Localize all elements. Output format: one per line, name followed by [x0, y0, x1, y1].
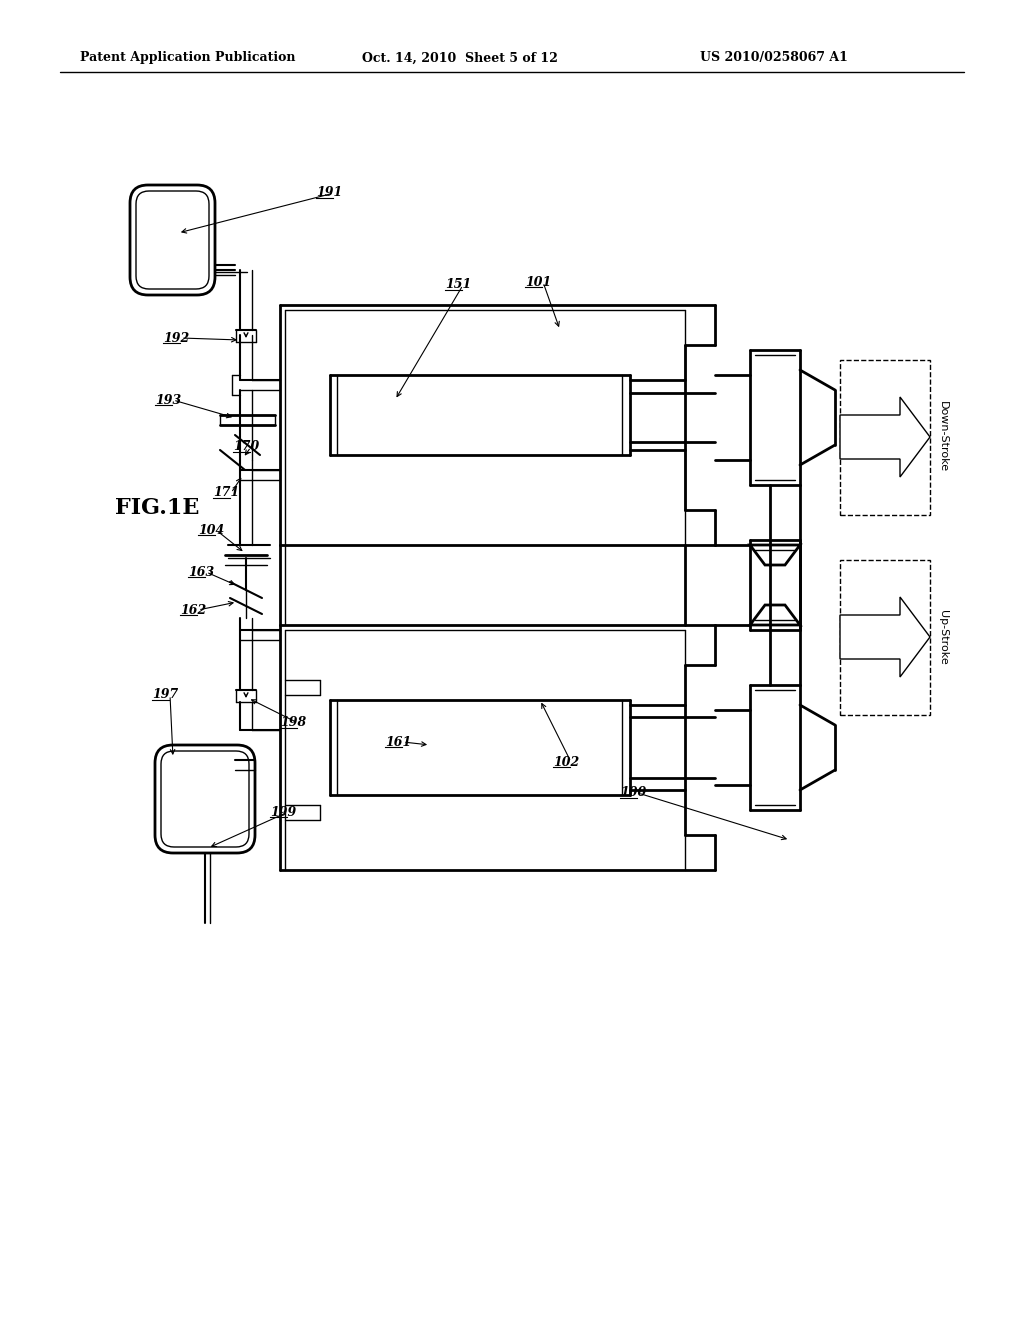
- Text: 171: 171: [213, 487, 240, 499]
- Polygon shape: [840, 597, 930, 677]
- Text: 161: 161: [385, 735, 412, 748]
- Text: Down-Stroke: Down-Stroke: [938, 401, 948, 473]
- Text: 199: 199: [270, 805, 296, 818]
- Text: 151: 151: [445, 279, 471, 292]
- Text: 163: 163: [188, 565, 214, 578]
- Text: 197: 197: [152, 689, 178, 701]
- Text: 100: 100: [620, 787, 646, 800]
- Text: Patent Application Publication: Patent Application Publication: [80, 51, 296, 65]
- Text: 104: 104: [198, 524, 224, 536]
- Bar: [840, 560, 930, 715]
- Text: 192: 192: [163, 331, 189, 345]
- Polygon shape: [840, 397, 930, 477]
- Text: Oct. 14, 2010  Sheet 5 of 12: Oct. 14, 2010 Sheet 5 of 12: [362, 51, 558, 65]
- Text: 170: 170: [233, 441, 259, 454]
- Text: 193: 193: [155, 393, 181, 407]
- Text: US 2010/0258067 A1: US 2010/0258067 A1: [700, 51, 848, 65]
- Text: Up-Stroke: Up-Stroke: [938, 610, 948, 664]
- Text: 101: 101: [525, 276, 551, 289]
- Text: 198: 198: [280, 717, 306, 730]
- Text: 191: 191: [316, 186, 342, 199]
- Text: FIG.1E: FIG.1E: [115, 498, 200, 519]
- Bar: [840, 360, 930, 515]
- Text: 162: 162: [180, 603, 206, 616]
- Text: 102: 102: [553, 755, 580, 768]
